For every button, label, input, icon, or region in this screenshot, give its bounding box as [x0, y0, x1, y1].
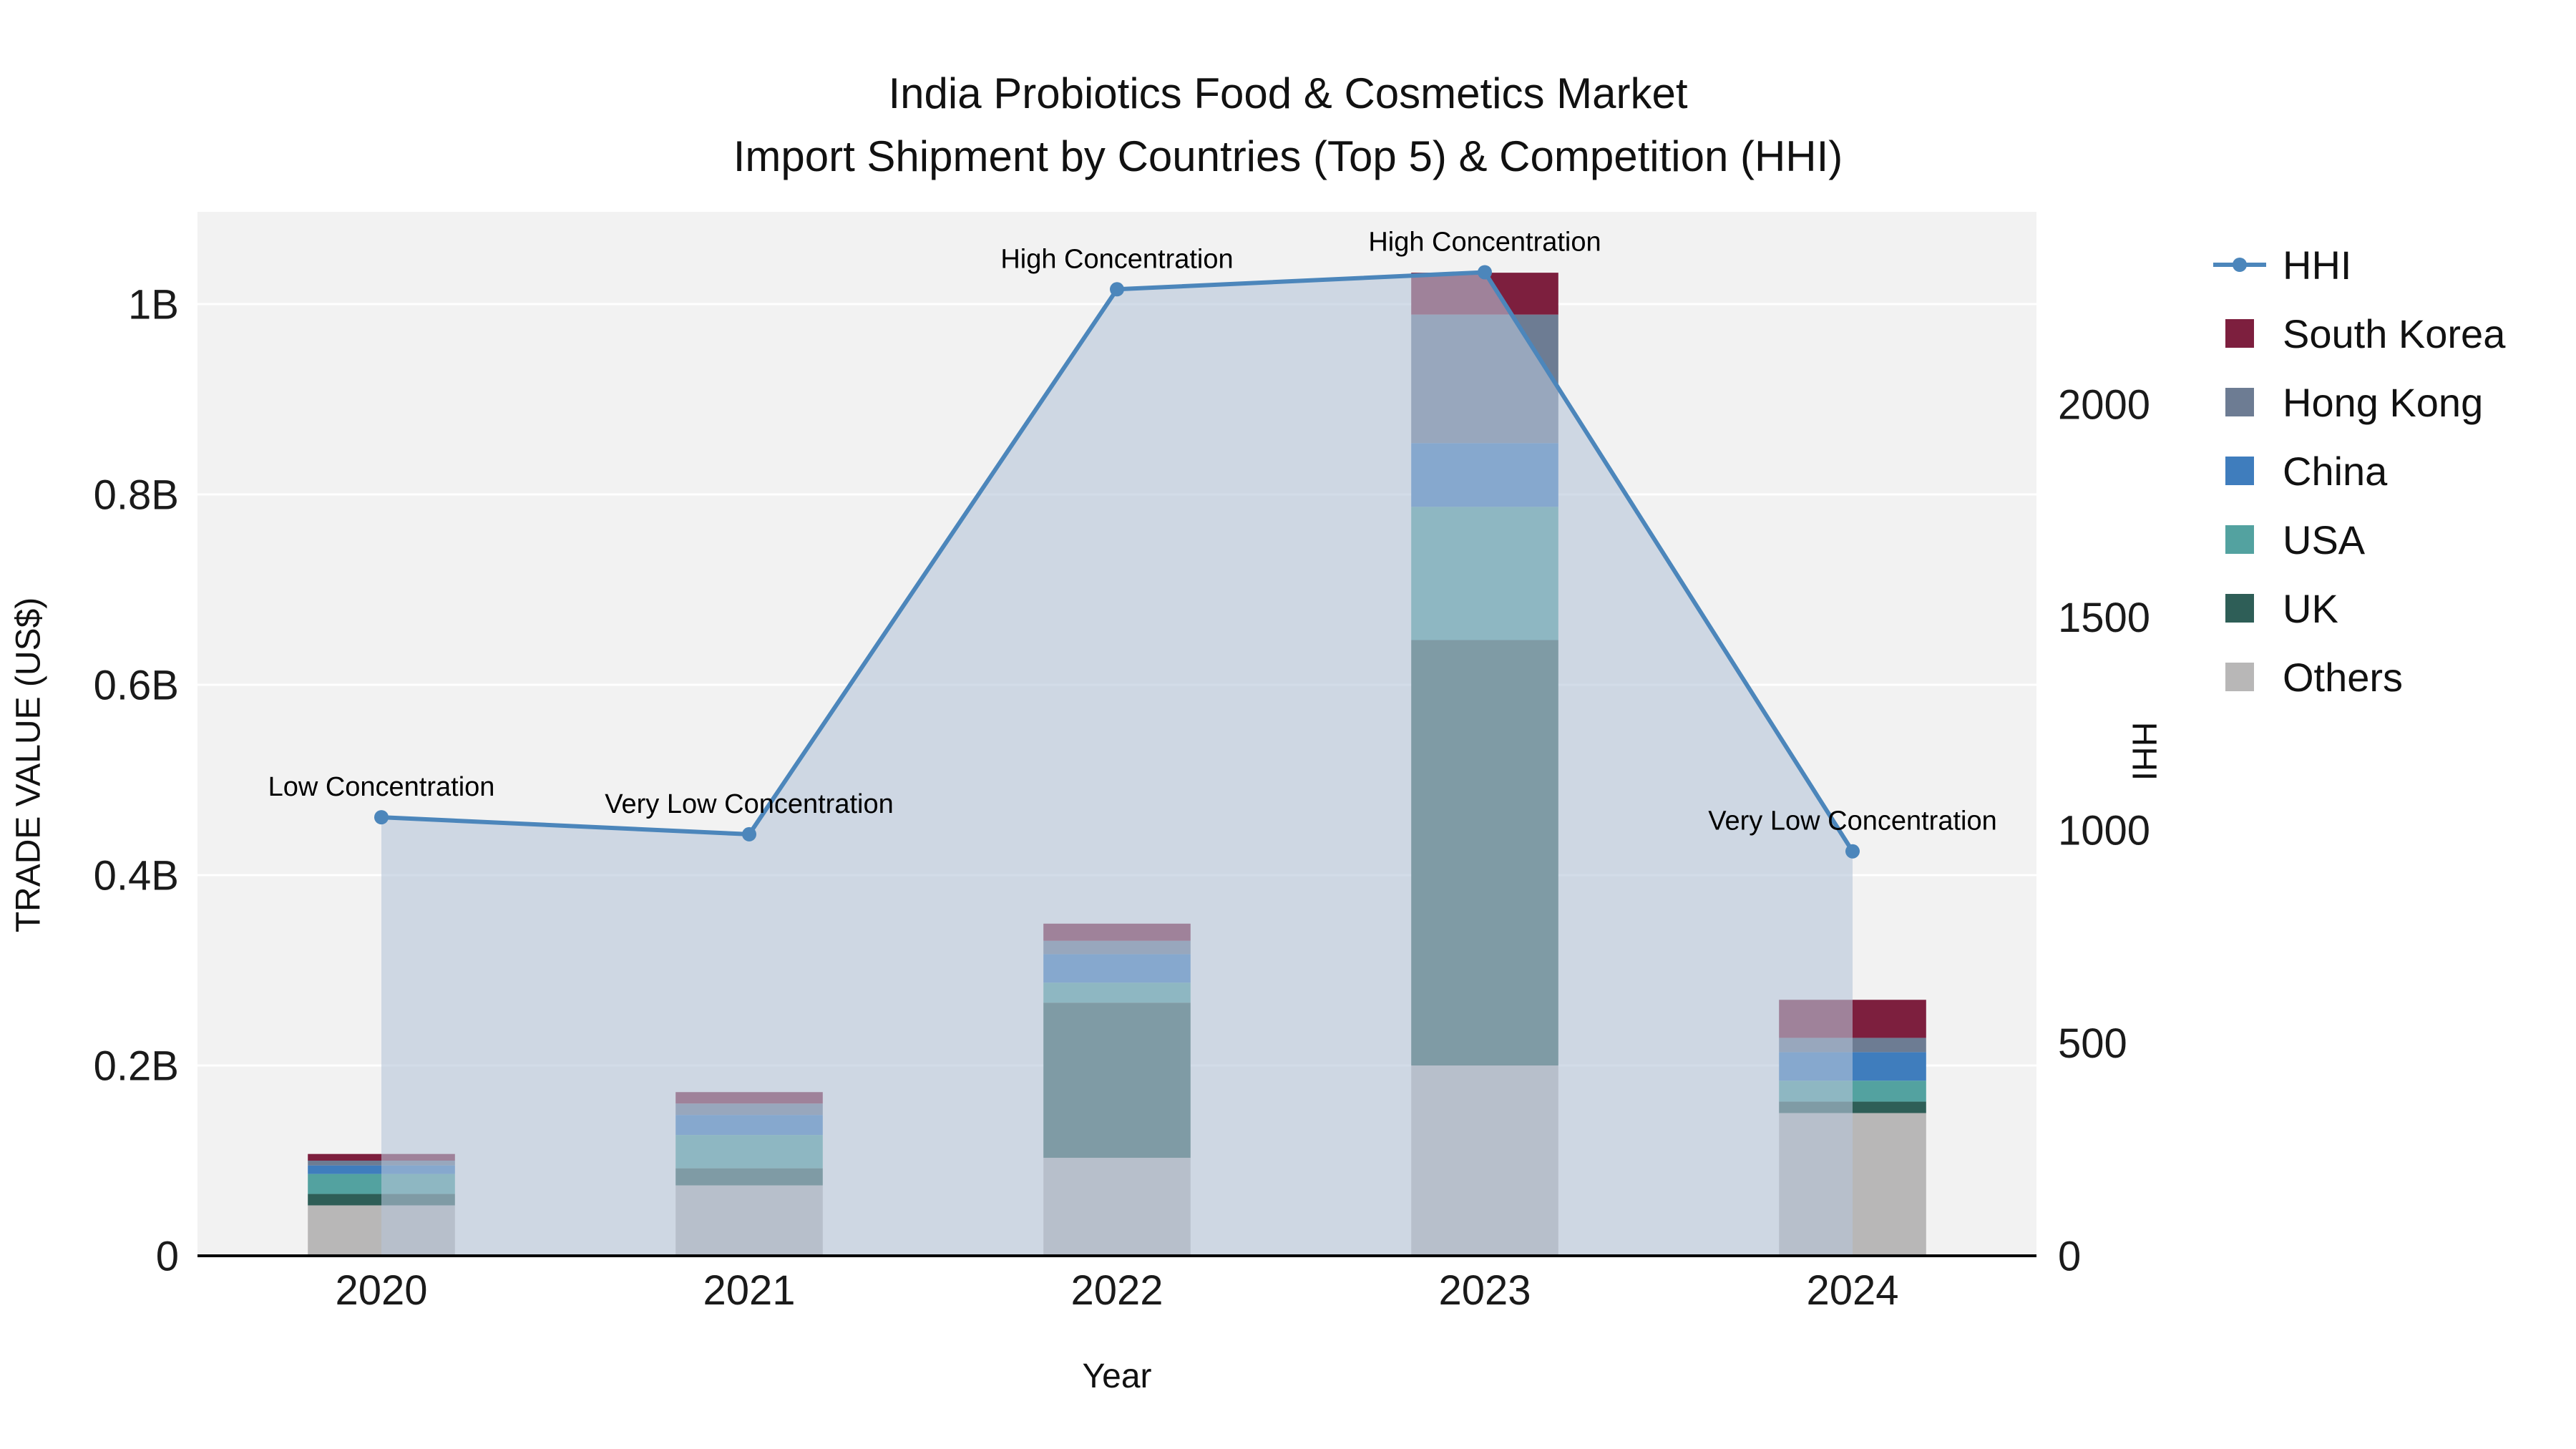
legend-swatch-icon-south-korea	[2211, 319, 2268, 348]
y-right-tick-label-1500: 1500	[2058, 595, 2150, 641]
legend-label-uk: UK	[2283, 585, 2338, 631]
annotation-high-concentration-2022: High Concentration	[1000, 244, 1233, 274]
legend-swatch-icon-usa	[2211, 525, 2268, 554]
y-left-tick-label-0-6b: 0.6B	[94, 662, 179, 708]
legend-swatch-icon-uk	[2211, 594, 2268, 623]
legend-label-china: China	[2283, 448, 2388, 494]
legend-item-south-korea[interactable]: South Korea	[2211, 299, 2505, 368]
legend-item-china[interactable]: China	[2211, 436, 2505, 505]
annotation-low-concentration-2020: Low Concentration	[268, 772, 495, 802]
legend-swatch-icon-china	[2211, 457, 2268, 485]
legend-item-uk[interactable]: UK	[2211, 574, 2505, 643]
legend-item-usa[interactable]: USA	[2211, 505, 2505, 574]
y-left-tick-label-0-4b: 0.4B	[94, 852, 179, 899]
chart-title-line2: Import Shipment by Countries (Top 5) & C…	[733, 132, 1843, 180]
chart-title-line1: India Probiotics Food & Cosmetics Market	[888, 69, 1688, 117]
y-right-tick-label-500: 500	[2058, 1020, 2127, 1067]
legend-label-usa: USA	[2283, 517, 2366, 562]
annotation-very-low-concentration-2024: Very Low Concentration	[1708, 806, 1996, 836]
hhi-marker-2021	[742, 826, 756, 841]
x-tick-label-2024: 2024	[1806, 1267, 1898, 1314]
y-right-tick-label-0: 0	[2058, 1233, 2081, 1279]
legend-item-others[interactable]: Others	[2211, 643, 2505, 711]
legend-label-hhi: HHI	[2283, 242, 2352, 288]
y-axis-title-right: HHI	[2124, 721, 2163, 781]
hhi-marker-2020	[374, 810, 389, 825]
legend-swatch-icon-hong-kong	[2211, 388, 2268, 416]
legend-item-hong-kong[interactable]: Hong Kong	[2211, 368, 2505, 436]
legend-label-south-korea: South Korea	[2283, 311, 2506, 356]
y-left-tick-label-0: 0	[156, 1233, 179, 1279]
x-tick-label-2020: 2020	[335, 1267, 427, 1314]
y-axis-title-left: TRADE VALUE (US$)	[9, 597, 48, 933]
legend-label-hong-kong: Hong Kong	[2283, 379, 2484, 425]
y-right-tick-label-1000: 1000	[2058, 807, 2150, 854]
y-right-tick-label-2000: 2000	[2058, 381, 2150, 428]
hhi-area	[381, 272, 1853, 1257]
x-axis-title: Year	[1082, 1357, 1152, 1395]
y-left-tick-label-1b: 1B	[128, 281, 179, 328]
annotation-high-concentration-2023: High Concentration	[1368, 227, 1601, 257]
x-tick-label-2022: 2022	[1070, 1267, 1163, 1314]
x-tick-label-2023: 2023	[1438, 1267, 1531, 1314]
hhi-line-marker-icon	[2211, 250, 2268, 279]
y-left-tick-label-0-8b: 0.8B	[94, 472, 179, 518]
legend: HHI South Korea Hong Kong China USA UK Others	[2211, 230, 2505, 711]
legend-swatch-icon-others	[2211, 663, 2268, 691]
legend-label-others: Others	[2283, 654, 2404, 700]
y-left-tick-label-0-2b: 0.2B	[94, 1043, 179, 1089]
hhi-marker-2023	[1478, 265, 1492, 280]
x-tick-label-2021: 2021	[703, 1267, 795, 1314]
hhi-marker-2024	[1845, 844, 1860, 859]
annotation-very-low-concentration-2021: Very Low Concentration	[605, 789, 893, 819]
hhi-marker-2022	[1110, 282, 1124, 297]
legend-item-hhi[interactable]: HHI	[2211, 230, 2505, 299]
